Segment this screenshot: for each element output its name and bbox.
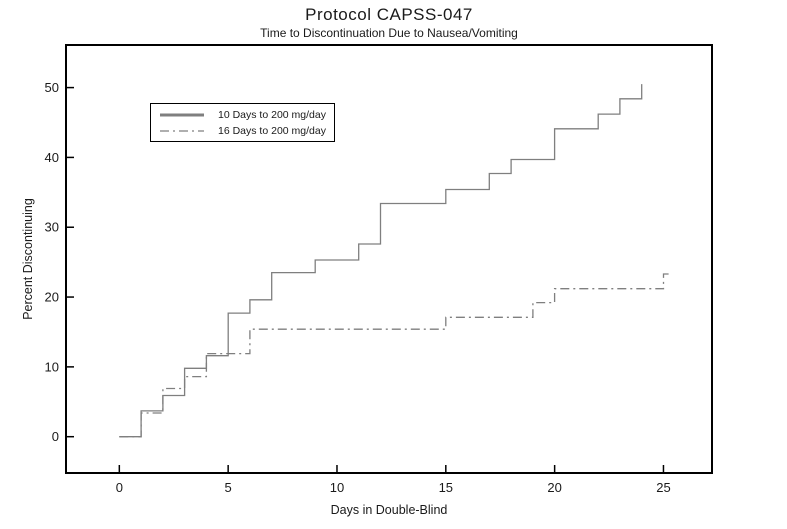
x-tick-label: 15 xyxy=(439,480,453,495)
y-tick-label: 0 xyxy=(52,429,59,444)
x-tick-label: 10 xyxy=(330,480,344,495)
y-axis-ticks: 0 10 20 30 40 50 xyxy=(45,80,74,444)
series-line-solid xyxy=(119,84,643,438)
x-axis-label: Days in Double-Blind xyxy=(330,503,448,517)
dash-dot-line-sample-icon xyxy=(160,129,204,132)
chart-subtitle: Time to Discontinuation Due to Nausea/Vo… xyxy=(260,26,518,40)
y-tick-label: 20 xyxy=(45,290,59,305)
legend-box: 10 Days to 200 mg/day 16 Days to 200 mg/… xyxy=(150,103,335,142)
series-line-dashdot xyxy=(119,273,670,438)
x-tick-label: 25 xyxy=(656,480,670,495)
legend-entry-10-days: 10 Days to 200 mg/day xyxy=(159,108,334,121)
legend-entry-16-days: 16 Days to 200 mg/day xyxy=(159,124,334,137)
x-axis-label-wrap: Days in Double-Blind xyxy=(66,503,712,517)
y-tick-label: 10 xyxy=(45,359,59,374)
x-tick-label: 20 xyxy=(547,480,561,495)
plot-frame xyxy=(65,44,713,474)
x-tick-label: 0 xyxy=(116,480,123,495)
solid-line-sample-icon xyxy=(160,113,204,116)
title-block: Protocol CAPSS-047 Time to Discontinuati… xyxy=(66,5,712,40)
series-lines xyxy=(119,84,670,438)
chart-title: Protocol CAPSS-047 xyxy=(305,5,473,24)
legend-label: 16 Days to 200 mg/day xyxy=(218,124,326,137)
x-axis-ticks: 0 5 10 15 20 25 xyxy=(116,465,671,495)
x-tick-label: 5 xyxy=(225,480,232,495)
legend-label: 10 Days to 200 mg/day xyxy=(218,108,326,121)
y-tick-label: 50 xyxy=(45,80,59,95)
y-tick-label: 40 xyxy=(45,150,59,165)
y-tick-label: 30 xyxy=(45,220,59,235)
